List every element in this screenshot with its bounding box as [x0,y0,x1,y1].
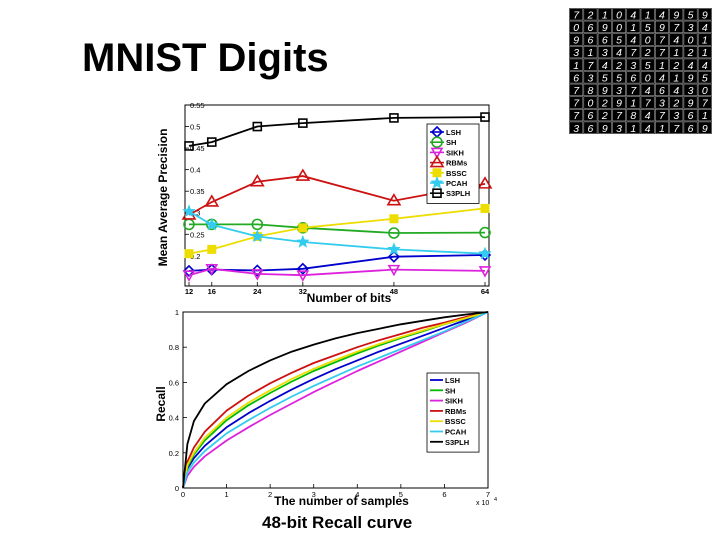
recall-y-tick-label: 0.6 [169,378,179,387]
map-x-axis-label: Number of bits [307,291,392,305]
map-legend-label: LSH [446,128,461,137]
map-y-axis-label: Mean Average Precision [156,129,170,267]
recall-y-tick-label: 0 [175,484,179,493]
map-y-tick-label: 0.35 [190,187,205,196]
recall-x-exponent-label: x 10 [476,500,489,507]
map-data-point [390,215,398,223]
recall-x-tick-label: 0 [181,490,185,499]
recall-x-exponent-power: 4 [494,497,497,503]
recall-y-tick-label: 1 [175,308,179,317]
recall-x-tick-label: 2 [268,490,272,499]
recall-y-tick-label: 0.8 [169,343,179,352]
map-x-tick-label: 12 [185,287,193,296]
recall-chart: 00.20.40.60.810 1 2 3 4 5 6 7x 10 4The number of… [154,308,497,508]
recall-curve-caption: 48-bit Recall curve [262,514,412,531]
recall-y-tick-label: 0.4 [169,414,179,423]
recall-legend-label: LSH [445,376,460,385]
map-y-tick-label: 0.4 [190,166,200,175]
map-legend-label: SIKH [446,148,464,157]
map-legend-label: SH [446,138,456,147]
recall-legend-label: PCAH [445,428,466,437]
recall-x-axis-label: The number of samples [274,494,409,508]
map-x-tick-label: 24 [253,287,262,296]
map-legend-label: RBMs [446,159,467,168]
recall-x-tick-label: 6 [442,490,446,499]
recall-legend-label: RBMs [445,407,466,416]
map-legend-label: PCAH [446,179,467,188]
map-legend-label: S3PLH [446,189,470,198]
map-data-point [185,250,193,258]
map-data-point [481,204,489,212]
recall-y-tick-label: 0.2 [169,449,179,458]
map-y-tick-label: 0.25 [190,230,205,239]
recall-legend-label: SIKH [445,397,463,406]
recall-legend-label: S3PLH [445,438,469,447]
map-chart: 0.2 0.25 0.3 0.35 0.4 0.45 0.5 0.55 12 16 24 32 48 64… [156,101,491,305]
map-y-tick-label: 0.55 [190,101,205,110]
recall-y-axis-label: Recall [154,386,168,421]
recall-legend-label: BSSC [445,417,466,426]
recall-x-tick-label: 1 [224,490,228,499]
map-legend-marker [433,169,441,177]
recall-x-tick-label: 7 [486,490,490,499]
map-y-tick-label: 0.5 [190,123,200,132]
map-x-tick-label: 16 [208,287,216,296]
map-data-point [299,224,307,232]
map-legend-label: BSSC [446,169,467,178]
map-data-point [208,245,216,253]
recall-legend-label: SH [445,386,455,395]
map-x-tick-label: 64 [481,287,490,296]
